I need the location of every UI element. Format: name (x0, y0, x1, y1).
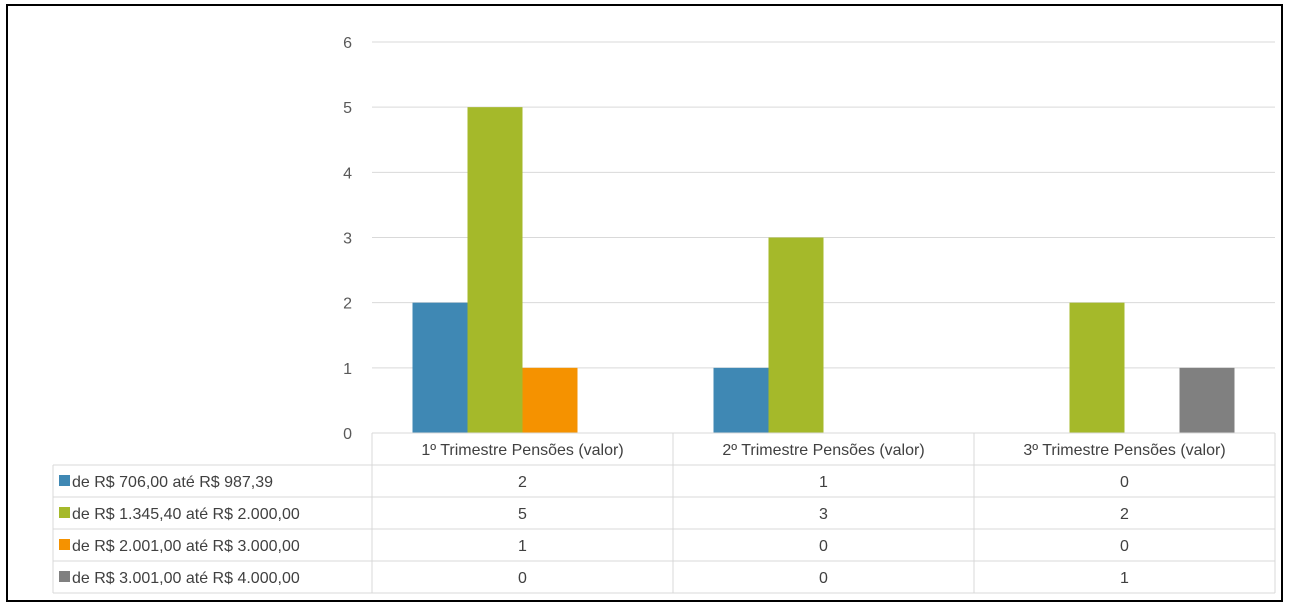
series-name: de R$ 3.001,00 até R$ 4.000,00 (72, 570, 300, 587)
bars (412, 107, 1235, 434)
data-table-value: 5 (518, 506, 527, 523)
data-table-value: 1 (819, 474, 828, 491)
data-table-value: 1 (518, 538, 527, 555)
data-table-value: 2 (518, 474, 527, 491)
data-table: 1º Trimestre Pensões (valor) 2º Trimestre… (52, 432, 1276, 594)
data-table-value: 0 (819, 538, 828, 555)
bar (467, 107, 523, 434)
y-tick-label: 2 (343, 296, 352, 313)
bar (522, 367, 578, 433)
y-axis: 0 1 2 3 4 5 6 (343, 35, 352, 443)
y-tick-label: 0 (343, 426, 352, 443)
x-category-label: 1º Trimestre Pensões (valor) (421, 442, 623, 459)
legend-swatch (59, 539, 70, 550)
y-tick-label: 5 (343, 100, 352, 117)
y-tick-label: 1 (343, 361, 352, 378)
series-name: de R$ 1.345,40 até R$ 2.000,00 (72, 506, 300, 523)
x-category-label: 2º Trimestre Pensões (valor) (722, 442, 924, 459)
x-category-label: 3º Trimestre Pensões (valor) (1023, 442, 1225, 459)
y-tick-label: 6 (343, 35, 352, 52)
y-tick-label: 3 (343, 231, 352, 248)
data-table-value: 2 (1120, 506, 1129, 523)
data-table-value: 0 (1120, 538, 1129, 555)
data-table-value: 3 (819, 506, 828, 523)
legend-swatch (59, 475, 70, 486)
y-tick-label: 4 (343, 165, 352, 182)
legend-swatch (59, 507, 70, 518)
data-table-value: 0 (819, 570, 828, 587)
series-name: de R$ 706,00 até R$ 987,39 (72, 474, 273, 491)
bar (768, 237, 824, 433)
series-name: de R$ 2.001,00 até R$ 3.000,00 (72, 538, 300, 555)
bar (713, 367, 769, 433)
bar (1179, 367, 1235, 433)
legend-swatch (59, 571, 70, 582)
data-table-value: 0 (1120, 474, 1129, 491)
bar (1069, 302, 1125, 433)
data-table-value: 0 (518, 570, 527, 587)
data-table-value: 1 (1120, 570, 1129, 587)
bar (412, 302, 468, 433)
